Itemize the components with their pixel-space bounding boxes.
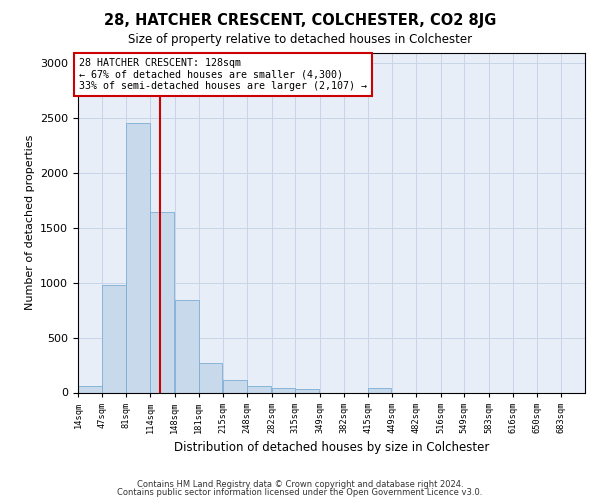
Bar — [368, 388, 391, 392]
Text: Contains HM Land Registry data © Crown copyright and database right 2024.: Contains HM Land Registry data © Crown c… — [137, 480, 463, 489]
Y-axis label: Number of detached properties: Number of detached properties — [25, 135, 35, 310]
Bar — [272, 388, 295, 392]
Bar — [199, 363, 223, 392]
Bar — [127, 122, 150, 392]
Bar — [175, 300, 199, 392]
Text: Contains public sector information licensed under the Open Government Licence v3: Contains public sector information licen… — [118, 488, 482, 497]
Text: 28, HATCHER CRESCENT, COLCHESTER, CO2 8JG: 28, HATCHER CRESCENT, COLCHESTER, CO2 8J… — [104, 12, 496, 28]
X-axis label: Distribution of detached houses by size in Colchester: Distribution of detached houses by size … — [174, 442, 489, 454]
Bar — [295, 388, 319, 392]
Bar — [102, 285, 125, 393]
Bar — [150, 212, 174, 392]
Bar — [223, 380, 247, 392]
Text: Size of property relative to detached houses in Colchester: Size of property relative to detached ho… — [128, 32, 472, 46]
Bar — [78, 386, 102, 392]
Bar — [247, 386, 271, 392]
Text: 28 HATCHER CRESCENT: 128sqm
← 67% of detached houses are smaller (4,300)
33% of : 28 HATCHER CRESCENT: 128sqm ← 67% of det… — [79, 58, 367, 91]
